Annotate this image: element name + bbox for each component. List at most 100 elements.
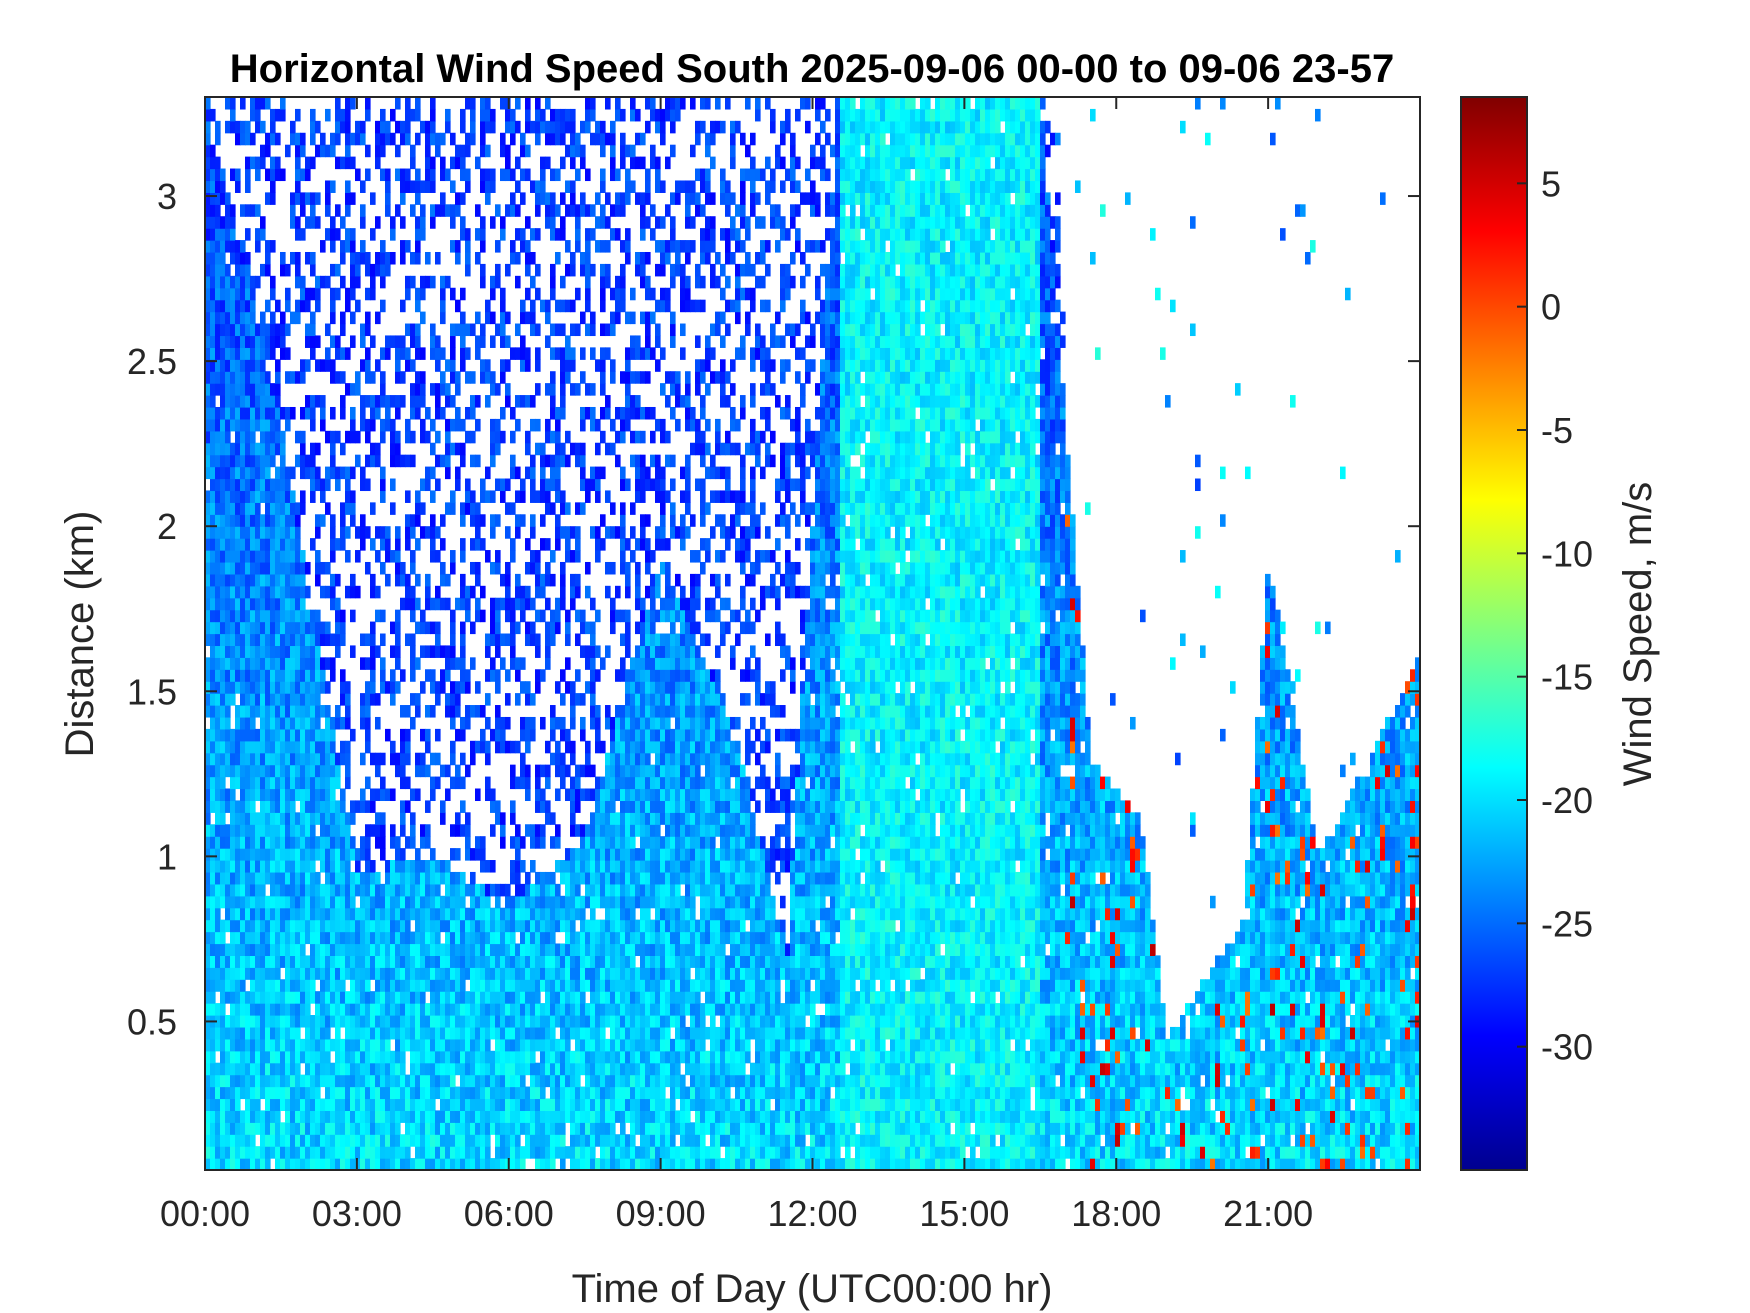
heatmap-cell [410, 1062, 416, 1076]
heatmap-cell [250, 585, 256, 599]
heatmap-cell [260, 263, 266, 277]
heatmap-cell [570, 907, 576, 921]
heatmap-cell [240, 991, 246, 1004]
heatmap-cell [405, 740, 411, 754]
heatmap-cell [365, 561, 371, 575]
heatmap-cell [395, 621, 401, 635]
heatmap-cell [325, 633, 331, 647]
heatmap-cell [225, 764, 231, 778]
heatmap-cell [500, 955, 506, 968]
heatmap-cell [315, 955, 321, 968]
heatmap-cell [285, 681, 291, 694]
heatmap-cell [440, 812, 446, 825]
heatmap-cell [320, 740, 326, 754]
heatmap-cell [340, 860, 346, 873]
heatmap-cell [450, 693, 456, 706]
heatmap-cell [395, 1122, 401, 1135]
heatmap-cell [340, 931, 346, 945]
heatmap-cell [275, 836, 281, 849]
heatmap-cell [405, 1038, 411, 1052]
heatmap-cell [245, 883, 251, 897]
heatmap-cell [240, 1038, 246, 1052]
heatmap-cell [515, 883, 521, 897]
heatmap-cell [390, 1062, 396, 1076]
heatmap-cell [280, 919, 286, 933]
heatmap-cell [605, 132, 611, 146]
heatmap-cell [535, 1074, 541, 1088]
heatmap-cell [310, 156, 316, 170]
heatmap-cell [615, 788, 621, 802]
heatmap-cell [595, 979, 601, 992]
heatmap-cell [275, 156, 281, 170]
heatmap-cell [295, 848, 301, 861]
heatmap-cell [600, 1062, 606, 1076]
heatmap-cell [465, 967, 471, 980]
heatmap-cell [290, 1158, 296, 1170]
heatmap-cell [370, 824, 376, 837]
heatmap-cell [225, 359, 231, 372]
heatmap-cell [245, 585, 251, 599]
heatmap-cell [350, 240, 356, 253]
heatmap-cell [525, 1015, 531, 1028]
heatmap-cell [260, 776, 266, 790]
heatmap-cell [270, 585, 276, 599]
heatmap-cell [565, 359, 571, 372]
heatmap-cell [535, 561, 541, 575]
heatmap-cell [465, 681, 471, 694]
heatmap-cell [360, 132, 366, 146]
heatmap-cell [410, 979, 416, 992]
heatmap-cell [205, 514, 211, 527]
heatmap-cell [345, 919, 351, 933]
heatmap-cell [515, 907, 521, 921]
heatmap-cell [570, 716, 576, 730]
heatmap-cell [545, 490, 551, 503]
heatmap-cell [520, 728, 526, 742]
heatmap-cell [455, 1003, 461, 1016]
heatmap-cell [420, 1074, 426, 1088]
heatmap-cell [550, 395, 556, 408]
heatmap-cell [465, 1050, 471, 1064]
heatmap-cell [500, 132, 506, 146]
heatmap-cell [275, 108, 281, 122]
heatmap-cell [385, 406, 391, 420]
heatmap-cell [465, 585, 471, 599]
heatmap-cell [550, 132, 556, 146]
heatmap-cell [475, 418, 481, 432]
heatmap-cell [320, 1062, 326, 1076]
heatmap-cell [400, 919, 406, 933]
heatmap-cell [255, 442, 261, 456]
heatmap-cell [530, 943, 536, 956]
heatmap-cell [385, 120, 391, 134]
heatmap-cell [375, 132, 381, 146]
heatmap-cell [425, 800, 431, 813]
heatmap-cell [320, 395, 326, 408]
heatmap-cell [270, 132, 276, 146]
heatmap-cell [235, 1158, 241, 1170]
heatmap-cell [390, 621, 396, 635]
heatmap-cell [210, 359, 216, 372]
heatmap-cell [490, 1003, 496, 1016]
heatmap-cell [210, 597, 216, 611]
heatmap-cell [590, 1062, 596, 1076]
heatmap-cell [590, 919, 596, 933]
heatmap-cell [405, 633, 411, 647]
heatmap-cell [520, 919, 526, 933]
heatmap-cell [500, 323, 506, 337]
heatmap-cell [265, 466, 271, 480]
heatmap-cell [380, 955, 386, 968]
heatmap-cell [605, 97, 611, 110]
heatmap-cell [265, 871, 271, 885]
heatmap-cell [610, 895, 616, 909]
heatmap-cell [600, 657, 606, 670]
heatmap-cell [455, 657, 461, 670]
heatmap-cell [240, 824, 246, 837]
heatmap-cell [575, 907, 581, 921]
heatmap-cell [510, 251, 516, 265]
heatmap-cell [240, 657, 246, 670]
heatmap-cell [605, 955, 611, 968]
heatmap-cell [515, 1122, 521, 1135]
heatmap-cell [470, 848, 476, 861]
heatmap-cell [540, 585, 546, 599]
heatmap-cell [565, 740, 571, 754]
heatmap-cell [520, 776, 526, 790]
